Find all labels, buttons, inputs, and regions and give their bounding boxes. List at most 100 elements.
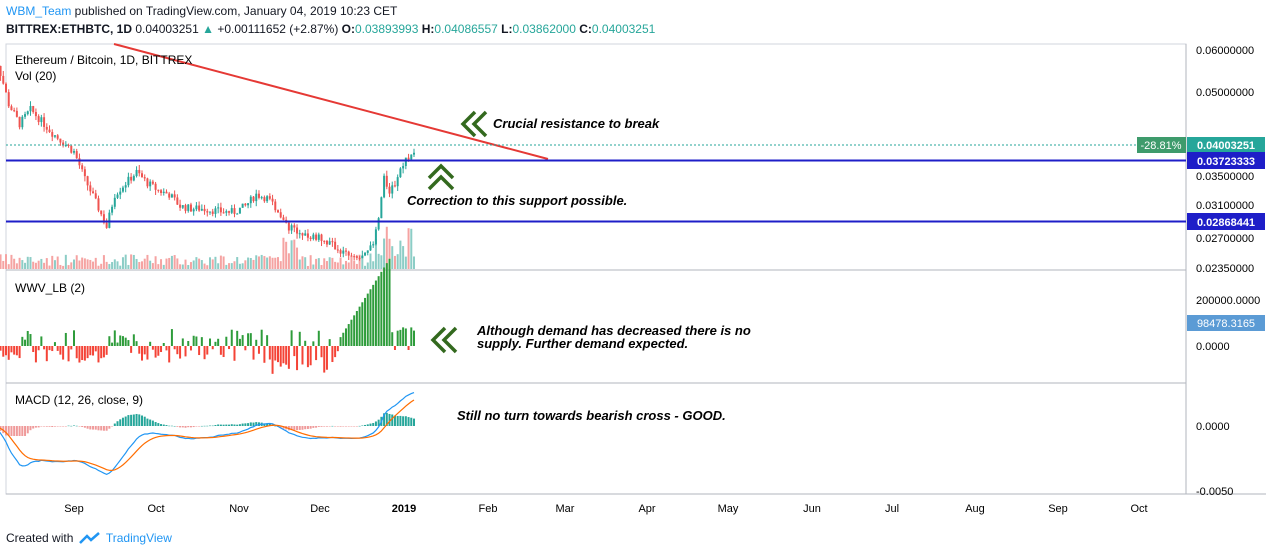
candle-body [266, 196, 269, 202]
wwv-bar [24, 339, 27, 346]
volume-bar [102, 255, 105, 269]
volume-bar [230, 263, 233, 269]
candle-body [198, 205, 201, 211]
volume-bar [342, 264, 345, 269]
volume-bar [15, 263, 18, 269]
candle-body [214, 208, 217, 214]
wwv-bar [407, 346, 410, 350]
candle-body [162, 191, 165, 193]
macd-histogram-bar [385, 412, 388, 426]
signal-line [0, 399, 415, 472]
macd-histogram-bar [73, 425, 75, 426]
wwv-bar [312, 341, 315, 346]
double-chevron-up-icon [427, 163, 455, 191]
macd-histogram-bar [312, 426, 315, 428]
candle-body [225, 211, 228, 213]
macd-histogram-bar [369, 423, 372, 426]
candle-body [325, 240, 328, 245]
macd-histogram-bar [184, 426, 187, 428]
candle-body [67, 144, 70, 146]
wwv-bar [301, 346, 304, 365]
macd-histogram-bar [108, 426, 111, 429]
candle-body [383, 175, 386, 198]
wwv-bar [0, 346, 2, 351]
volume-bar [56, 256, 59, 269]
wwv-bar [260, 329, 263, 346]
wwv-bar [92, 346, 95, 356]
volume-bar [247, 257, 250, 269]
volume-bar [315, 258, 318, 269]
annotation-demand-1: Although demand has decreased there is n… [476, 323, 751, 338]
wwv-bar [402, 327, 405, 346]
volume-bar [312, 264, 315, 269]
volume-bar [53, 260, 56, 269]
wwv-bar [170, 329, 173, 346]
candle-body [157, 189, 160, 191]
wwv-bar [249, 333, 252, 346]
macd-histogram-bar [209, 425, 211, 427]
candle-body [59, 138, 62, 143]
wwv-bar [355, 310, 358, 346]
volume-bar [366, 262, 369, 269]
time-tick: Apr [638, 503, 655, 515]
candle-body [345, 250, 347, 252]
macd-histogram-bar [328, 426, 331, 427]
volume-bar [121, 257, 124, 269]
candle-body [274, 201, 277, 211]
price-tick: 0.02700000 [1196, 233, 1254, 245]
volume-bar [149, 260, 152, 269]
volume-bar [113, 259, 116, 269]
wwv-bar [287, 346, 290, 369]
volume-bar [132, 254, 135, 269]
candle-body [97, 198, 100, 211]
candle-body [241, 203, 244, 208]
volume-bar [377, 253, 380, 269]
macd-histogram-bar [97, 426, 100, 431]
volume-bar [257, 256, 260, 269]
volume-bar [252, 259, 255, 269]
volume-bar [165, 258, 168, 269]
volume-bar [209, 257, 211, 269]
candle-body [252, 196, 255, 202]
volume-bar [306, 265, 309, 269]
wwv-bar [244, 346, 247, 351]
wwv-bar [75, 346, 78, 359]
volume-bar [410, 228, 413, 269]
up-arrow-icon: ▲ [202, 22, 214, 36]
wwv-bar [143, 346, 146, 355]
volume-bar [29, 257, 32, 269]
candle-body [192, 209, 195, 212]
author-link[interactable]: WBM_Team [6, 4, 72, 18]
volume-bar [48, 265, 51, 269]
macd-histogram-bar [179, 426, 182, 428]
wwv-bar [383, 267, 386, 346]
macd-histogram-bar [274, 425, 277, 427]
time-tick: Oct [147, 503, 164, 515]
candle-body [18, 116, 21, 128]
close-value: 0.04003251 [591, 22, 656, 36]
candle-body [26, 111, 29, 115]
candle-body [260, 197, 263, 199]
volume-bar [67, 265, 70, 269]
wwv-bar [372, 284, 375, 346]
wwv-bar [222, 346, 225, 358]
macd-histogram-bar [296, 426, 299, 431]
macd-histogram-bar [404, 416, 407, 426]
resistance-trendline[interactable] [113, 43, 549, 160]
volume-bar [0, 254, 2, 269]
candle-body [160, 190, 163, 193]
wwv-bar [187, 340, 190, 346]
candle-body [116, 194, 119, 198]
macd-histogram-bar [59, 426, 62, 427]
tradingview-brand[interactable]: TradingView [105, 531, 172, 545]
volume-bar [70, 262, 73, 269]
volume-bar [238, 263, 241, 269]
volume-bar [336, 262, 339, 269]
macd-histogram-bar [92, 426, 95, 430]
macd-histogram-bar [198, 426, 201, 427]
macd-histogram-bar [62, 426, 65, 427]
candle-body [328, 241, 331, 245]
candle-body [287, 222, 290, 231]
wwv-bar [336, 346, 339, 352]
